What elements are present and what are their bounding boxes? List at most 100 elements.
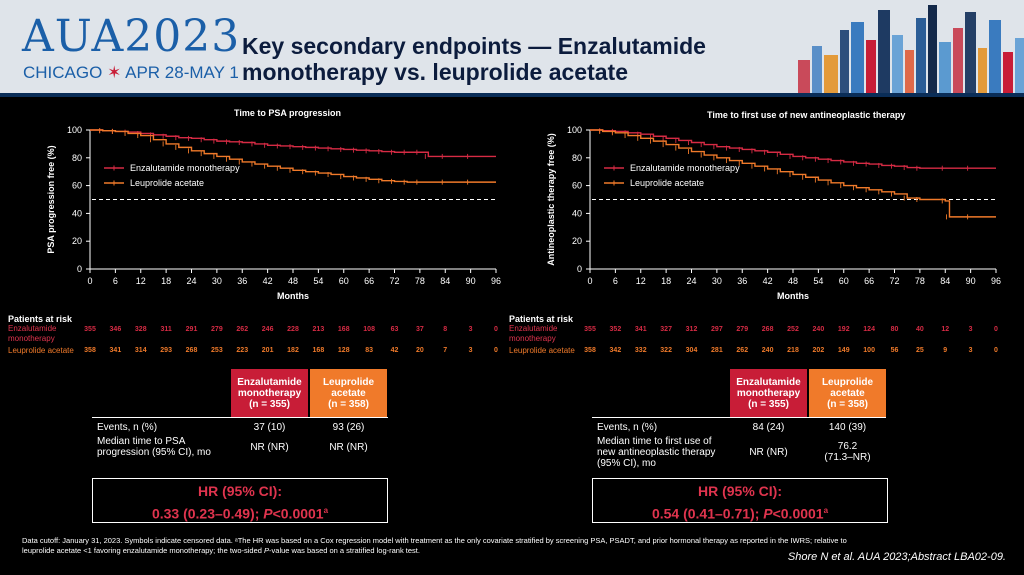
risk-count: 279 xyxy=(736,326,749,333)
logo-dates: APR 28-MAY 1 xyxy=(125,63,239,82)
x-tick-label: 78 xyxy=(415,276,425,286)
risk-count: 311 xyxy=(160,326,172,333)
slide-title-line-2: monotherapy vs. leuprolide acetate xyxy=(242,59,629,85)
risk-count: 40 xyxy=(915,326,924,333)
summary-2-events-leuprolide: 140 (39) xyxy=(828,422,867,433)
x-tick-label: 84 xyxy=(940,276,950,286)
axes: 0 20 40 60 80 100 0 6 12 18 24 30 36 42 48 54 60 66 72 78 84… xyxy=(546,125,1001,301)
x-tick-label: 72 xyxy=(389,276,399,286)
risk-count: 268 xyxy=(761,326,774,333)
x-tick-label: 6 xyxy=(613,276,618,286)
risk-count: 240 xyxy=(761,347,774,354)
risk-count: 327 xyxy=(660,326,672,333)
risk-count: 100 xyxy=(863,347,875,354)
risk-count: 20 xyxy=(415,347,424,354)
x-tick-label: 54 xyxy=(313,276,323,286)
logo-star-icon: ✶ xyxy=(107,63,122,82)
km-curve-leuprolide xyxy=(90,129,496,183)
y-tick-label: 100 xyxy=(567,125,582,135)
x-tick-label: 18 xyxy=(161,276,171,286)
risk-count: 128 xyxy=(337,347,350,354)
summary-2-divider xyxy=(592,417,886,418)
legend-label: Leuprolide acetate xyxy=(630,178,704,188)
chart-2-title: Time to first use of new antineoplastic … xyxy=(707,110,906,120)
x-tick-label: 48 xyxy=(288,276,298,286)
km-curve-enzalutamide xyxy=(590,129,996,169)
summary-1-header-leuprolide: Leuprolide acetate (n = 358) xyxy=(310,369,387,417)
risk-count: 0 xyxy=(494,347,498,354)
x-tick-label: 66 xyxy=(364,276,374,286)
y-tick-label: 100 xyxy=(67,125,82,135)
y-tick-label: 80 xyxy=(72,153,82,163)
slide-title: Key secondary endpoints — Enzalutamide m… xyxy=(242,33,802,85)
header-banner: AUA2023 CHICAGO ✶ APR 28-MAY 1 Key secon… xyxy=(0,0,1024,93)
footnote: Data cutoff: January 31, 2023. Symbols i… xyxy=(22,536,1002,556)
risk-count: 279 xyxy=(211,326,223,333)
summary-1-col1-line2: monotherapy xyxy=(237,387,302,399)
footnote-line-2a: leuprolide acetate <1 favoring enzalutam… xyxy=(22,546,265,555)
risk-row-label-enzalutamide-2: Enzalutamide monotherapy xyxy=(509,324,558,343)
risk-count: 297 xyxy=(711,326,723,333)
risk-count: 281 xyxy=(711,347,723,354)
risk-count: 346 xyxy=(109,326,122,333)
summary-1-hr-value: 0.33 (0.23–0.49); P<0.0001a xyxy=(93,501,387,524)
summary-1-hr-p-value: <0.0001 xyxy=(272,505,324,522)
footnote-p-symbol: P xyxy=(264,546,270,555)
risk-row-label-leuprolide-2: Leuprolide acetate xyxy=(509,346,575,355)
x-tick-label: 24 xyxy=(186,276,196,286)
summary-1-hr-footnote-marker: a xyxy=(323,506,329,515)
summary-1-col2-line3: (n = 358) xyxy=(328,398,369,410)
slide-title-line-1: Key secondary endpoints — Enzalutamide xyxy=(242,33,706,59)
x-tick-label: 30 xyxy=(712,276,722,286)
summary-1-hazard-ratio-box: HR (95% CI): 0.33 (0.23–0.49); P<0.0001a xyxy=(92,478,388,523)
summary-2-hr-p-value: <0.0001 xyxy=(772,505,824,522)
summary-1-col1-line3: (n = 355) xyxy=(249,398,290,410)
risk-row-label-leuprolide-1: Leuprolide acetate xyxy=(8,346,74,355)
risk-count: 83 xyxy=(365,347,374,354)
y-tick-label: 0 xyxy=(577,264,582,274)
summary-1-median-label-line2: progression (95% CI), mo xyxy=(97,447,211,458)
risk-count: 240 xyxy=(812,326,825,333)
km-chart-psa-progression: 0 20 40 60 80 100 0 6 12 18 24 30 36 42 48 54 60 66 72 78 84… xyxy=(46,125,501,301)
risk-count: 223 xyxy=(236,347,249,354)
y-tick-label: 40 xyxy=(572,208,582,218)
summary-2-hr-footnote-marker: a xyxy=(823,506,829,515)
summary-2-events-enzalutamide: 84 (24) xyxy=(752,422,785,433)
risk-count: 332 xyxy=(634,347,647,354)
x-axis-label: Months xyxy=(277,291,309,301)
x-tick-label: 30 xyxy=(212,276,222,286)
risk-count: 42 xyxy=(390,347,399,354)
risk-count: 291 xyxy=(185,326,198,333)
x-tick-label: 84 xyxy=(440,276,450,286)
summary-2-median-enzalutamide: NR (NR) xyxy=(749,447,788,458)
summary-1-median-label-line1: Median time to PSA xyxy=(97,436,186,447)
risk-count: 202 xyxy=(812,347,825,354)
x-tick-label: 42 xyxy=(763,276,773,286)
series-enzalutamide: Enzalutamide monotherapy xyxy=(90,128,496,173)
x-tick-label: 24 xyxy=(686,276,696,286)
km-curve-leuprolide xyxy=(590,129,996,218)
risk-count: 108 xyxy=(363,326,375,333)
risk-count: 253 xyxy=(211,347,223,354)
summary-1-median-label: Median time to PSA progression (95% CI),… xyxy=(97,436,211,458)
y-tick-label: 40 xyxy=(72,208,82,218)
legend-label: Enzalutamide monotherapy xyxy=(630,163,740,173)
risk-count: 124 xyxy=(863,326,875,333)
risk-count: 268 xyxy=(185,347,198,354)
y-tick-label: 20 xyxy=(72,236,82,246)
risk-count: 213 xyxy=(312,326,325,333)
summary-2-hr-ci: 0.54 (0.41–0.71); xyxy=(651,505,764,522)
risk-count: 252 xyxy=(787,326,799,333)
footnote-line-2: leuprolide acetate <1 favoring enzalutam… xyxy=(22,546,1002,556)
km-chart-antineoplastic-therapy: 0 20 40 60 80 100 0 6 12 18 24 30 36 42 48 54 60 66 72 78 84… xyxy=(546,125,1001,301)
summary-1-events-enzalutamide: 37 (10) xyxy=(253,422,286,433)
logo-city: CHICAGO xyxy=(23,63,103,82)
y-tick-label: 80 xyxy=(572,153,582,163)
risk-count: 314 xyxy=(134,347,147,354)
risk-count: 342 xyxy=(609,347,622,354)
risk-count: 63 xyxy=(390,326,399,333)
risk-count: 8 xyxy=(443,326,448,333)
risk-count: 358 xyxy=(584,347,596,354)
risk-count: 182 xyxy=(287,347,299,354)
risk-count: 3 xyxy=(968,347,973,354)
